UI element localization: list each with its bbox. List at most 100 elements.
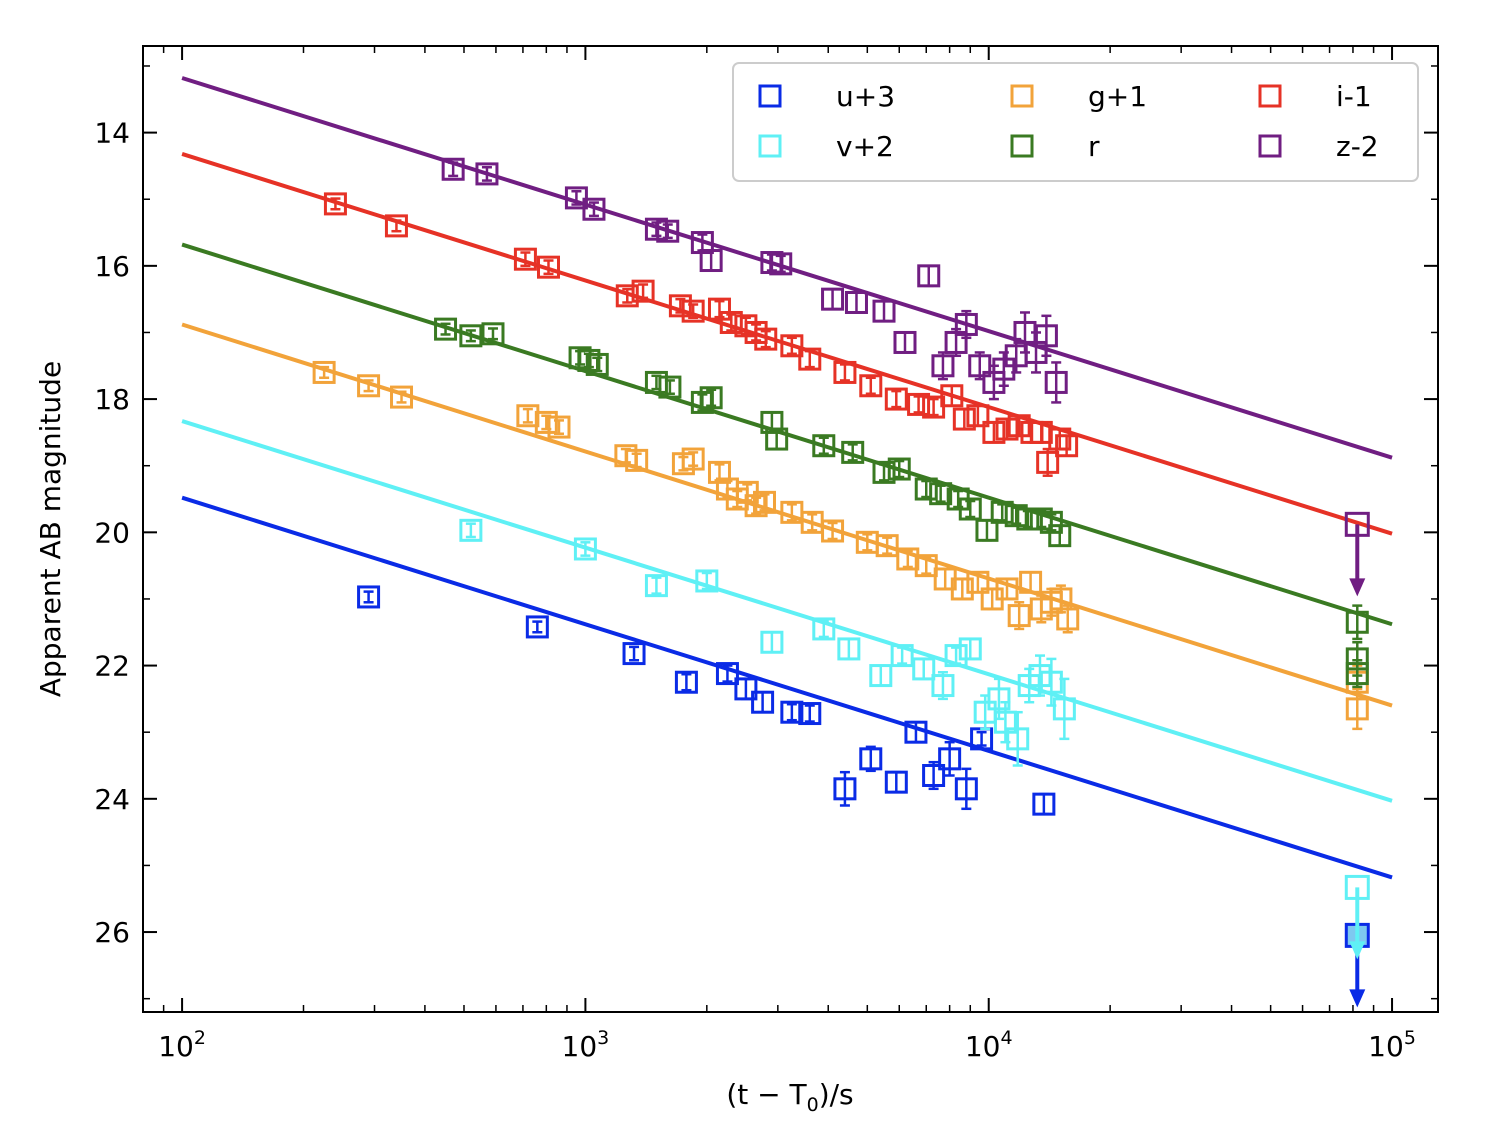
marker [760, 630, 784, 654]
marker [707, 297, 731, 321]
marker [441, 157, 465, 181]
data-point-r [841, 440, 865, 464]
marker [1055, 434, 1079, 458]
data-point-g+1 [1007, 601, 1031, 631]
marker [844, 290, 868, 314]
data-point-i-1 [631, 279, 655, 303]
data-point-u+3 [674, 670, 698, 694]
marker [525, 615, 549, 639]
limit-arrow-head [1349, 941, 1366, 960]
marker [884, 387, 908, 411]
data-point-u+3 [715, 662, 739, 686]
marker [481, 322, 505, 346]
marker [929, 482, 953, 506]
marker [765, 427, 789, 451]
data-point-r [765, 427, 789, 451]
marker [833, 360, 857, 384]
marker [975, 518, 999, 542]
data-point-i-1 [668, 294, 692, 318]
data-point-r [1048, 524, 1072, 548]
data-point-i-1 [707, 297, 731, 321]
data-point-u+3 [1032, 792, 1056, 816]
data-point-v+2 [760, 630, 784, 654]
marker [952, 407, 976, 431]
data-point-r [585, 352, 609, 376]
data-point-g+1 [390, 385, 414, 409]
data-point-i-1 [982, 420, 1006, 444]
marker [1345, 662, 1369, 686]
marker [585, 352, 609, 376]
marker [954, 777, 978, 801]
data-point-z-2 [821, 287, 845, 311]
plot-frame [142, 45, 1439, 1013]
marker [869, 664, 893, 688]
data-point-z-2 [931, 351, 955, 381]
marker [1044, 370, 1068, 394]
marker [459, 324, 483, 348]
data-point-g+1 [625, 448, 649, 472]
marker [907, 392, 931, 416]
data-point-u+3 [954, 767, 978, 811]
marker [513, 247, 537, 271]
data-point-z-2 [656, 219, 680, 243]
data-point-v+2 [1052, 677, 1076, 741]
marker [798, 347, 822, 371]
data-point-g+1 [995, 577, 1019, 601]
data-point-g+1 [896, 547, 920, 571]
limit-arrow-head [1349, 989, 1366, 1008]
data-point-u+3 [798, 702, 822, 726]
data-point-v+2 [459, 518, 483, 542]
marker [734, 677, 758, 701]
marker [1019, 570, 1043, 594]
data-point-v+2 [1039, 657, 1063, 707]
data-point-g+1 [1345, 687, 1369, 731]
data-point-v+2 [869, 664, 893, 688]
marker [780, 700, 804, 724]
marker [995, 577, 1019, 601]
marker [752, 490, 776, 514]
data-point-z-2 [441, 157, 465, 181]
marker [1007, 414, 1031, 438]
marker [950, 577, 974, 601]
data-point-z-2 [893, 330, 917, 354]
data-point-u+3 [751, 690, 775, 714]
marker [931, 354, 955, 378]
data-point-g+1 [681, 447, 705, 471]
marker [1345, 610, 1369, 634]
marker [715, 662, 739, 686]
marker [695, 569, 719, 593]
y-axis-label: Apparent AB magnitude [34, 361, 67, 697]
marker [674, 670, 698, 694]
data-point-i-1 [754, 327, 778, 351]
marker [656, 219, 680, 243]
marker [751, 690, 775, 714]
data-point-r [658, 375, 682, 399]
data-point-i-1 [1029, 420, 1053, 444]
x-tick-label: 102 [158, 1027, 206, 1063]
marker [914, 554, 938, 578]
marker [615, 284, 639, 308]
data-point-g+1 [752, 490, 776, 514]
data-point-r [481, 322, 505, 346]
data-point-u+3 [938, 740, 962, 777]
limit-arrow-head [1349, 578, 1366, 597]
data-point-g+1 [547, 415, 571, 439]
x-axis-label: (t − T0)/s [726, 1078, 853, 1116]
data-point-i-1 [681, 299, 705, 323]
marker [547, 415, 571, 439]
data-point-i-1 [966, 404, 990, 428]
marker [890, 644, 914, 668]
marker [1039, 510, 1063, 534]
marker [534, 410, 558, 434]
data-point-g+1 [516, 404, 540, 428]
marker [884, 770, 908, 794]
legend-marker-i-1 [1258, 84, 1282, 108]
data-point-r [812, 434, 836, 458]
data-point-v+2 [644, 574, 668, 598]
data-point-i-1 [780, 334, 804, 358]
marker [987, 687, 1011, 711]
marker [1032, 792, 1056, 816]
legend-label: z-2 [1336, 130, 1379, 163]
marker [754, 327, 778, 351]
